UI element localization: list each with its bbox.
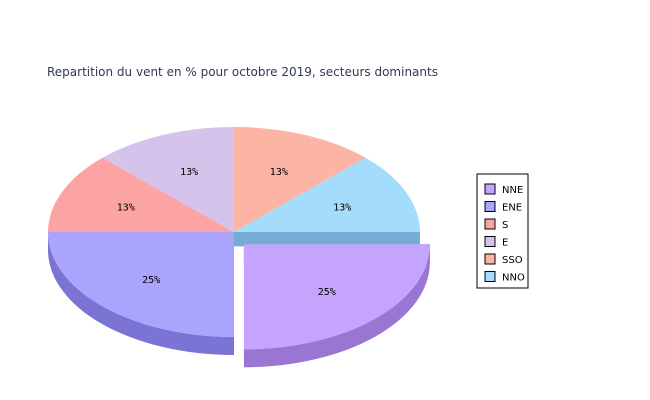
legend-label-s: S (502, 220, 508, 231)
legend-label-nno: NNO (502, 273, 525, 284)
pie-side-nne (243, 244, 430, 368)
legend-swatch-nne (484, 183, 496, 195)
legend-swatch-sso (484, 253, 496, 265)
chart-title: Repartition du vent en % pour octobre 20… (47, 65, 438, 79)
pie-slices (48, 127, 430, 350)
slice-label-nne: 25% (318, 287, 336, 298)
pie-slice-ene (48, 232, 234, 337)
slice-label-e: 13% (180, 167, 198, 178)
pie-seam-face (234, 232, 420, 247)
pie-side-ene (48, 232, 234, 355)
legend-swatch-e (484, 236, 496, 247)
legend-swatch-ene (484, 201, 496, 212)
slice-label-s: 13% (117, 203, 135, 214)
pie-slice-e (102, 127, 234, 232)
legend-label-sso: SSO (502, 255, 523, 266)
pie-slice-sso (234, 127, 366, 232)
pie-slice-s (48, 157, 234, 232)
slice-label-nno: 13% (333, 203, 351, 214)
legend-swatch-s (484, 218, 496, 230)
pie-slice-nno (234, 157, 420, 232)
pie-slice-nne (243, 244, 430, 350)
chart-legend: NNE ENE SE SSO NNO (476, 173, 529, 289)
slice-label-ene: 25% (142, 275, 160, 286)
pie-slice-labels: 25% 25% 13% 13% 13% 13% (117, 167, 352, 298)
slice-label-sso: 13% (270, 167, 288, 178)
legend-swatch-nno (484, 271, 496, 282)
legend-label-nne: NNE (502, 185, 523, 196)
legend-label-ene: ENE (502, 203, 522, 214)
legend-label-e: E (502, 238, 508, 249)
